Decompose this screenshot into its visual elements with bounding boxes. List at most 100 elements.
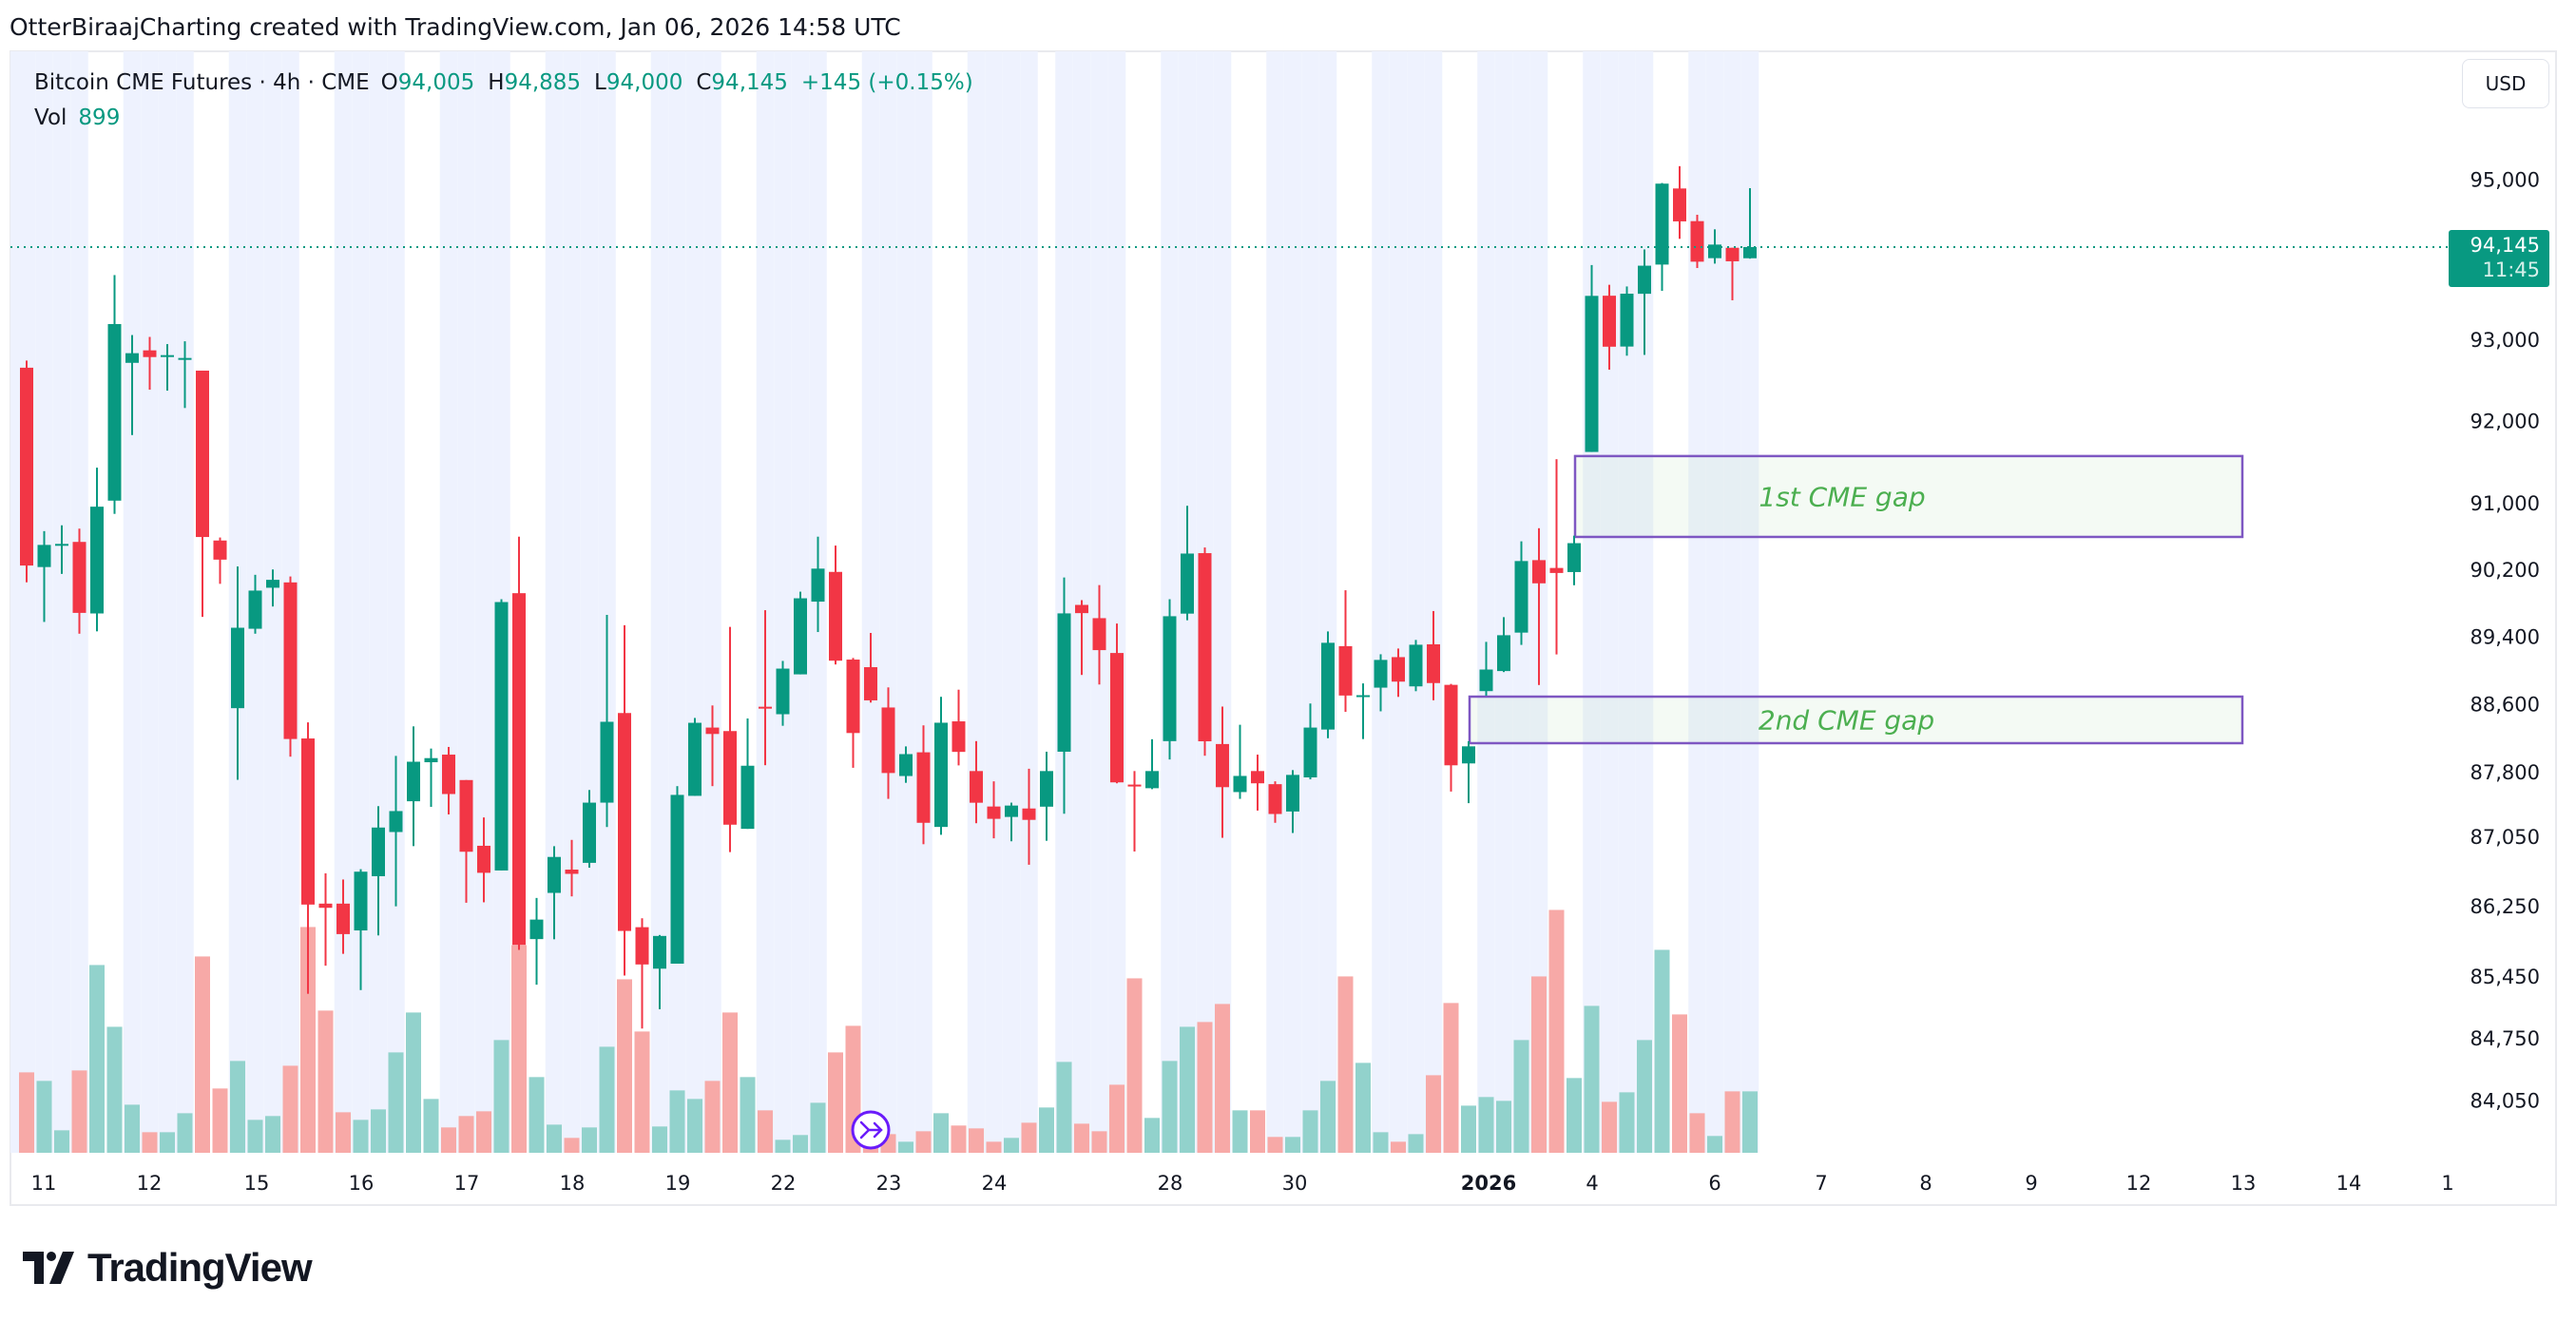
candle[interactable] (1427, 610, 1440, 700)
candle[interactable] (829, 546, 842, 665)
candle[interactable] (1005, 802, 1018, 842)
candle[interactable] (266, 569, 279, 607)
gap-rectangle[interactable] (1468, 695, 2244, 745)
candle[interactable] (107, 275, 122, 514)
candle[interactable] (1603, 284, 1616, 370)
candle[interactable] (1497, 617, 1510, 673)
cme-gap-box[interactable]: 2nd CME gap (1468, 695, 2244, 745)
candle[interactable] (372, 806, 385, 936)
candle[interactable] (1549, 459, 1564, 655)
candle[interactable] (705, 705, 720, 787)
candle[interactable] (1743, 187, 1757, 259)
candle[interactable] (1092, 584, 1106, 685)
candle[interactable] (1690, 214, 1704, 269)
candle[interactable] (934, 697, 948, 835)
candle[interactable] (301, 722, 315, 994)
candle[interactable] (1638, 249, 1651, 355)
candle[interactable] (1356, 683, 1370, 739)
candle[interactable] (1409, 640, 1423, 692)
candle[interactable] (161, 344, 174, 392)
candle[interactable] (635, 918, 649, 1029)
candle[interactable] (1181, 506, 1194, 621)
candle[interactable] (143, 336, 157, 391)
candle[interactable] (1374, 654, 1388, 712)
candle[interactable] (1110, 623, 1124, 784)
candle[interactable] (1198, 547, 1212, 756)
candle[interactable] (37, 530, 51, 622)
candle[interactable] (442, 746, 455, 814)
candle[interactable] (1057, 577, 1071, 814)
candle[interactable] (1620, 286, 1634, 356)
candle[interactable] (1532, 527, 1546, 685)
candle[interactable] (740, 718, 755, 830)
candle[interactable] (1127, 771, 1142, 852)
candle[interactable] (231, 566, 244, 780)
candle[interactable] (794, 591, 807, 675)
candle[interactable] (1725, 247, 1740, 300)
candle[interactable] (688, 718, 702, 796)
double-arrow-right-icon[interactable] (851, 1110, 891, 1150)
candle[interactable] (1251, 755, 1264, 811)
candle[interactable] (494, 599, 509, 871)
candle[interactable] (389, 756, 403, 907)
cme-gap-box[interactable]: 1st CME gap (1573, 454, 2244, 539)
candle[interactable] (1075, 600, 1088, 676)
candle[interactable] (1392, 648, 1405, 698)
candle[interactable] (1585, 264, 1599, 452)
candle[interactable] (970, 740, 983, 824)
candle[interactable] (178, 341, 192, 409)
candle[interactable] (1233, 724, 1247, 799)
candle[interactable] (336, 879, 350, 954)
candle[interactable] (477, 817, 490, 903)
candle[interactable] (354, 869, 368, 990)
candle[interactable] (565, 839, 579, 897)
candle[interactable] (512, 536, 526, 950)
candle[interactable] (407, 726, 420, 847)
currency-button[interactable]: USD (2462, 59, 2549, 108)
candle[interactable] (846, 658, 860, 768)
candle[interactable] (776, 660, 790, 726)
candle[interactable] (987, 781, 1001, 839)
candle[interactable] (1321, 631, 1335, 738)
candle[interactable] (1286, 770, 1299, 833)
candle[interactable] (670, 786, 684, 965)
candle[interactable] (759, 610, 772, 766)
candle[interactable] (1163, 599, 1177, 760)
candle[interactable] (899, 746, 913, 783)
candle[interactable] (1145, 738, 1159, 790)
candle[interactable] (283, 576, 298, 757)
legend-symbol[interactable]: Bitcoin CME Futures · 4h · CME (34, 69, 370, 95)
candle[interactable] (864, 633, 877, 703)
candle[interactable] (1268, 781, 1282, 823)
gap-rectangle[interactable] (1573, 454, 2244, 539)
tradingview-logo[interactable]: TradingView (23, 1245, 313, 1291)
candle[interactable] (952, 689, 966, 766)
candle[interactable] (55, 525, 68, 574)
candle[interactable] (600, 615, 614, 828)
candle[interactable] (459, 779, 473, 903)
candle[interactable] (916, 725, 931, 845)
candle[interactable] (583, 790, 596, 869)
candle[interactable] (318, 872, 333, 967)
candle[interactable] (723, 626, 737, 852)
candle[interactable] (213, 537, 227, 584)
candle[interactable] (1514, 541, 1528, 645)
candle[interactable] (1303, 703, 1317, 780)
candle[interactable] (1022, 768, 1036, 865)
candle[interactable] (20, 360, 33, 583)
candle[interactable] (1040, 751, 1053, 841)
candle[interactable] (653, 934, 666, 1009)
volume-label[interactable]: Vol (34, 105, 67, 130)
candle[interactable] (248, 574, 262, 634)
candle[interactable] (618, 624, 631, 976)
candle[interactable] (811, 536, 825, 633)
candle[interactable] (1479, 641, 1493, 696)
candle[interactable] (90, 468, 104, 632)
candle[interactable] (1655, 182, 1669, 292)
candle[interactable] (1444, 683, 1458, 792)
candle[interactable] (1338, 590, 1353, 713)
candle[interactable] (548, 846, 561, 940)
candle[interactable] (529, 897, 544, 986)
candle[interactable] (72, 528, 87, 634)
